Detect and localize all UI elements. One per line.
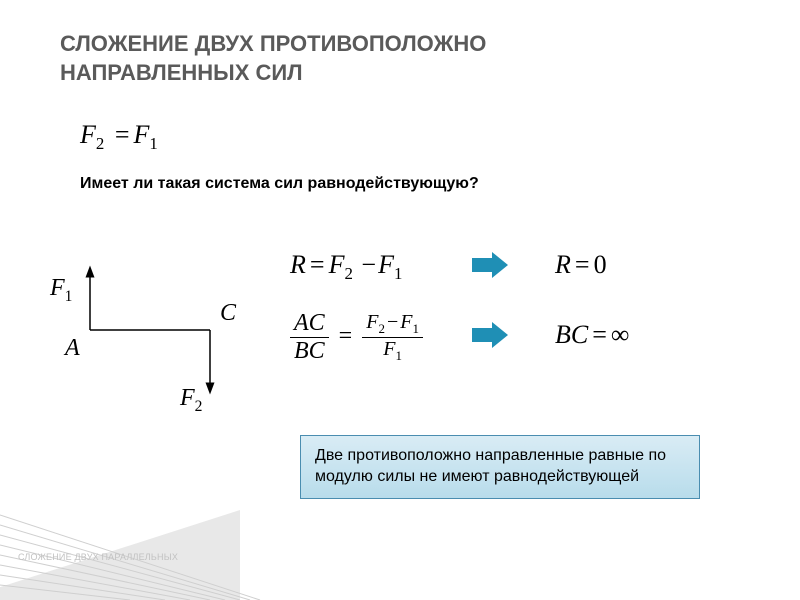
question-text: Имеет ли такая система сил равнодействую…: [80, 175, 479, 193]
sym-R: R: [555, 250, 571, 279]
frac-left: AC BC: [290, 310, 329, 365]
frac-right: F2−F1 F1: [362, 311, 423, 364]
sym-F: F: [383, 338, 395, 360]
result-BC-inf: BC=∞: [555, 320, 629, 350]
num-right: F2−F1: [362, 311, 423, 338]
conclusion-box: Две противоположно направленные равные п…: [300, 435, 700, 499]
den-BC: BC: [290, 338, 329, 365]
sym-F: F: [50, 275, 65, 301]
eq-sign: =: [571, 250, 594, 279]
page-title: СЛОЖЕНИЕ ДВУХ ПРОТИВОПОЛОЖНО НАПРАВЛЕННЫ…: [60, 30, 486, 87]
minus-sign: −: [385, 311, 400, 333]
sub-1: 1: [412, 321, 419, 336]
sub-2: 2: [344, 264, 352, 283]
result-R-zero: R=0: [555, 250, 607, 280]
arrow-icon: [470, 250, 510, 280]
title-line-2: НАПРАВЛЕННЫХ СИЛ: [60, 60, 303, 85]
conclusion-text: Две противоположно направленные равные п…: [315, 447, 666, 485]
sym-F: F: [329, 250, 345, 279]
sym-F: F: [134, 120, 150, 149]
title-line-1: СЛОЖЕНИЕ ДВУХ ПРОТИВОПОЛОЖНО: [60, 31, 486, 56]
minus-sign: −: [359, 250, 378, 279]
sub-1: 1: [65, 288, 73, 305]
eq-sign: =: [306, 250, 329, 279]
label-F2: F2: [180, 385, 202, 416]
equation-R: R=F2 −F1: [290, 250, 402, 284]
label-A: A: [65, 335, 80, 362]
sub-1: 1: [395, 348, 402, 363]
sym-F: F: [80, 120, 96, 149]
val-zero: 0: [594, 250, 607, 279]
sym-F: F: [378, 250, 394, 279]
sub-2: 2: [195, 398, 203, 415]
label-C: C: [220, 300, 236, 327]
sub-2: 2: [378, 321, 385, 336]
sym-BC: BC: [555, 320, 588, 349]
val-infinity: ∞: [611, 320, 630, 349]
equation-f2-eq-f1: F2 =F1: [80, 120, 158, 154]
force-diagram: F1 A C F2: [50, 240, 250, 420]
sym-F: F: [180, 385, 195, 411]
sub-1: 1: [149, 134, 157, 153]
equation-fraction: AC BC = F2−F1 F1: [290, 310, 423, 365]
eq-sign: =: [588, 320, 611, 349]
eq-sign: =: [335, 323, 357, 349]
eq-sign: =: [111, 120, 134, 149]
den-right: F1: [362, 338, 423, 364]
sym-F: F: [366, 311, 378, 333]
watermark-text: СЛОЖЕНИЕ ДВУХ ПАРАЛЛЕЛЬНЫХ: [18, 552, 178, 562]
num-AC: AC: [290, 310, 329, 338]
arrow-icon: [470, 320, 510, 350]
sub-1: 1: [394, 264, 402, 283]
sub-2: 2: [96, 134, 104, 153]
sym-F: F: [400, 311, 412, 333]
sym-R: R: [290, 250, 306, 279]
label-F1: F1: [50, 275, 72, 306]
